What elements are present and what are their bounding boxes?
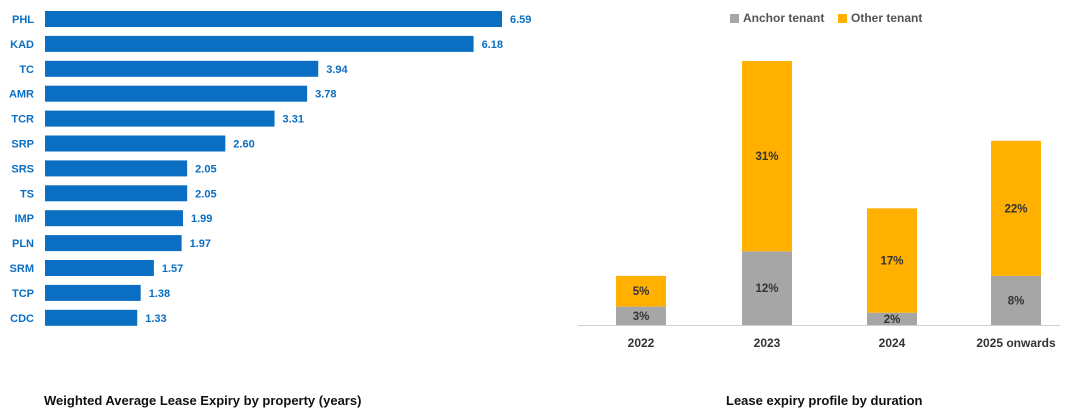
value-label: 2.05 xyxy=(195,188,216,200)
value-label: 2.05 xyxy=(195,163,216,175)
segment-label: 22% xyxy=(1004,203,1027,215)
category-label: IMP xyxy=(14,213,34,225)
wale-chart: PHL 6.59 KAD 6.18 TC 3.94 AMR 3.78 TCR 3.31 SRP 2.6… xyxy=(9,11,531,326)
legend-label-other: Other tenant xyxy=(851,11,923,25)
other-segment xyxy=(742,60,792,252)
segment-label: 5% xyxy=(633,286,650,298)
segment-label: 8% xyxy=(1008,295,1025,307)
bar xyxy=(45,260,154,276)
bar xyxy=(45,11,502,27)
bar xyxy=(45,85,308,102)
category-label: TC xyxy=(19,64,34,76)
value-label: 1.99 xyxy=(191,213,212,225)
legend-item-anchor: Anchor tenant xyxy=(730,10,824,26)
bar xyxy=(45,60,319,77)
legend-label-anchor: Anchor tenant xyxy=(743,11,825,25)
lease-expiry-chart: 3% 5% 2022 12% 31% 2023 2% 17% 2024 8% 22% 2025 onw… xyxy=(578,60,1060,350)
category-label: AMR xyxy=(9,89,34,101)
other-segment xyxy=(991,140,1041,276)
bar xyxy=(45,110,275,127)
value-label: 1.97 xyxy=(190,238,211,250)
segment-label: 17% xyxy=(880,256,903,268)
category-label: CDC xyxy=(10,313,34,325)
value-label: 1.57 xyxy=(162,263,183,275)
value-label: 3.78 xyxy=(315,89,336,101)
segment-label: 12% xyxy=(755,283,778,295)
bar xyxy=(45,135,226,152)
legend-swatch-other xyxy=(838,13,847,23)
bar xyxy=(45,185,188,202)
category-label: TCP xyxy=(12,288,34,300)
value-label: 1.33 xyxy=(145,313,166,325)
bar xyxy=(45,309,138,326)
category-label: PLN xyxy=(12,238,34,250)
category-label: PHL xyxy=(12,14,34,26)
category-label: SRM xyxy=(10,263,34,275)
value-label: 6.59 xyxy=(510,14,531,26)
wale-caption: Weighted Average Lease Expiry by propert… xyxy=(44,393,362,408)
category-label: SRS xyxy=(11,163,34,175)
value-label: 6.18 xyxy=(482,39,503,51)
other-segment xyxy=(616,275,666,307)
segment-label: 31% xyxy=(755,151,778,163)
bar xyxy=(45,235,182,252)
category-label: 2022 xyxy=(628,336,655,350)
bar xyxy=(45,35,474,52)
category-label: TS xyxy=(20,188,34,200)
anchor-segment xyxy=(867,312,917,325)
anchor-segment xyxy=(616,306,666,325)
lease-expiry-caption: Lease expiry profile by duration xyxy=(726,393,923,408)
bar xyxy=(45,284,141,301)
value-label: 3.31 xyxy=(283,114,304,126)
category-label: 2025 onwards xyxy=(976,336,1056,350)
anchor-segment xyxy=(742,251,792,325)
category-label: 2024 xyxy=(879,336,906,350)
category-label: KAD xyxy=(10,39,34,51)
other-segment xyxy=(867,208,917,313)
category-label: 2023 xyxy=(754,336,781,350)
value-label: 1.38 xyxy=(149,288,170,300)
value-label: 3.94 xyxy=(326,64,348,76)
segment-label: 2% xyxy=(884,314,901,326)
value-label: 2.60 xyxy=(233,139,254,151)
legend-swatch-anchor xyxy=(730,13,739,23)
bar xyxy=(45,210,184,227)
category-label: SRP xyxy=(11,139,34,151)
anchor-segment xyxy=(991,275,1041,325)
category-label: TCR xyxy=(11,114,34,126)
legend-item-other: Other tenant xyxy=(838,10,922,26)
bar xyxy=(45,160,188,177)
segment-label: 3% xyxy=(633,311,650,323)
